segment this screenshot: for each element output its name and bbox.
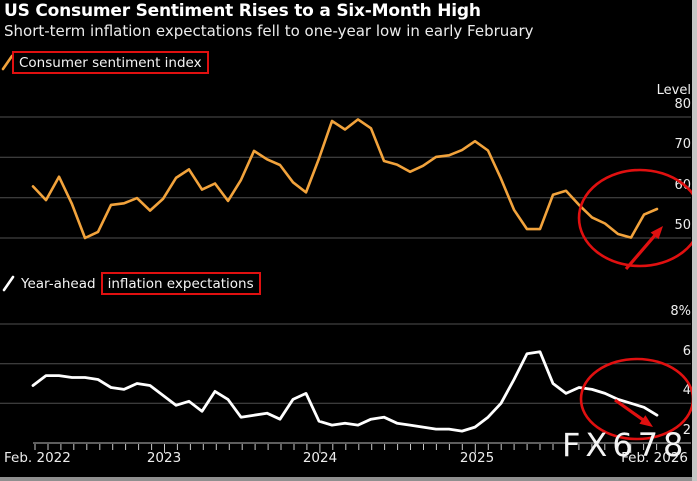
sentiment-line bbox=[31, 118, 659, 240]
legend-inflation-expectations: Year-ahead inflation expectations bbox=[2, 272, 261, 295]
x-tick-label: 2024 bbox=[302, 450, 338, 466]
annotation-arrow-shaft bbox=[614, 398, 646, 423]
y-tick-label: 8% bbox=[670, 304, 691, 319]
frame-right-border bbox=[692, 0, 697, 481]
legend-consumer-sentiment: Consumer sentiment index bbox=[1, 51, 209, 74]
annotation-arrow-shaft bbox=[624, 232, 658, 271]
highlight-ellipse bbox=[577, 168, 697, 268]
chart-title: US Consumer Sentiment Rises to a Six-Mon… bbox=[4, 1, 481, 21]
legend-1-label: Consumer sentiment index bbox=[19, 54, 202, 71]
y-tick-label: 50 bbox=[674, 218, 691, 233]
red-annotation-box-1: Consumer sentiment index bbox=[12, 51, 209, 74]
red-annotation-box-2: inflation expectations bbox=[100, 272, 261, 295]
x-tick-label: 2023 bbox=[146, 450, 182, 466]
y-tick-label: 4 bbox=[682, 383, 691, 398]
x-tick-label: Feb. 2022 bbox=[4, 450, 71, 466]
frame-bottom-border bbox=[0, 477, 692, 481]
x-tick-label: 2025 bbox=[459, 450, 495, 466]
y-tick-label: 2 bbox=[682, 423, 691, 438]
white-line-swatch-icon bbox=[2, 275, 15, 292]
chart-subtitle: Short-term inflation expectations fell t… bbox=[4, 22, 534, 40]
orange-line-swatch-icon bbox=[1, 54, 14, 71]
legend-2-boxed-label: inflation expectations bbox=[107, 275, 254, 292]
y-tick-label: 6 bbox=[682, 344, 691, 359]
annotation-arrow-head bbox=[650, 226, 663, 240]
fx678-watermark: FX678 bbox=[562, 426, 689, 464]
x-tick-label: Feb. 2026 bbox=[621, 450, 688, 466]
legend-2-prefix: Year-ahead bbox=[21, 275, 96, 292]
y-tick-label: 70 bbox=[674, 137, 691, 152]
inflation-line bbox=[31, 350, 659, 433]
annotation-arrow-head bbox=[639, 415, 653, 427]
y-tick-label: 80 bbox=[674, 97, 691, 112]
y-axis-unit-label: Level bbox=[656, 83, 691, 98]
